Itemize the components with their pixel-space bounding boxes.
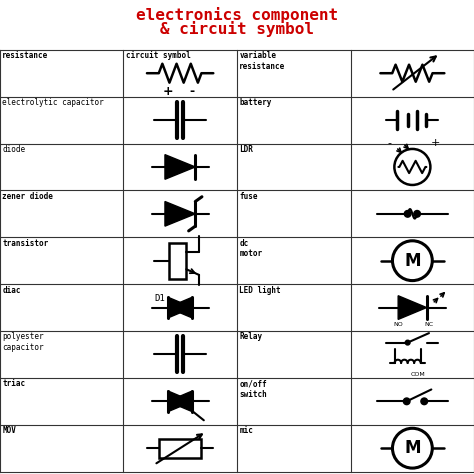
Text: -: - <box>190 85 194 98</box>
Text: zener diode: zener diode <box>2 192 53 201</box>
Circle shape <box>403 398 410 405</box>
Text: +: + <box>163 85 173 98</box>
Text: M: M <box>404 252 420 270</box>
Text: MOV: MOV <box>2 426 16 435</box>
Polygon shape <box>168 391 192 412</box>
Polygon shape <box>168 391 192 412</box>
Text: triac: triac <box>2 379 26 388</box>
Text: COM: COM <box>410 372 426 376</box>
Text: dc
motor: dc motor <box>239 239 263 258</box>
Polygon shape <box>168 297 192 318</box>
Text: diode: diode <box>2 145 26 154</box>
Text: LED light: LED light <box>239 285 281 294</box>
Bar <box>159 439 201 458</box>
Text: & circuit symbol: & circuit symbol <box>160 21 314 37</box>
Text: LDR: LDR <box>239 145 253 154</box>
Text: Relay: Relay <box>239 332 263 341</box>
Text: mic: mic <box>239 426 253 435</box>
Text: electrolytic capacitor: electrolytic capacitor <box>2 98 104 107</box>
Polygon shape <box>165 201 195 226</box>
Text: +: + <box>430 138 440 148</box>
Text: electronics component: electronics component <box>136 7 338 23</box>
Circle shape <box>404 210 411 217</box>
Text: NC: NC <box>424 322 433 328</box>
Text: diac: diac <box>2 285 21 294</box>
Polygon shape <box>165 155 195 179</box>
Text: resistance: resistance <box>2 51 49 60</box>
Text: transistor: transistor <box>2 239 49 248</box>
Circle shape <box>405 340 410 345</box>
Circle shape <box>421 398 428 405</box>
Text: M: M <box>404 439 420 457</box>
Bar <box>169 243 186 279</box>
Text: variable
resistance: variable resistance <box>239 51 286 71</box>
Text: battery: battery <box>239 98 272 107</box>
Text: polyester
capacitor: polyester capacitor <box>2 332 44 352</box>
Text: NO: NO <box>393 322 403 328</box>
Text: on/off
switch: on/off switch <box>239 379 267 399</box>
Polygon shape <box>398 296 427 319</box>
Text: -: - <box>388 138 392 148</box>
Circle shape <box>414 210 420 217</box>
Text: fuse: fuse <box>239 192 258 201</box>
Text: circuit symbol: circuit symbol <box>126 51 191 60</box>
Polygon shape <box>168 297 192 318</box>
Text: D1: D1 <box>154 294 165 303</box>
